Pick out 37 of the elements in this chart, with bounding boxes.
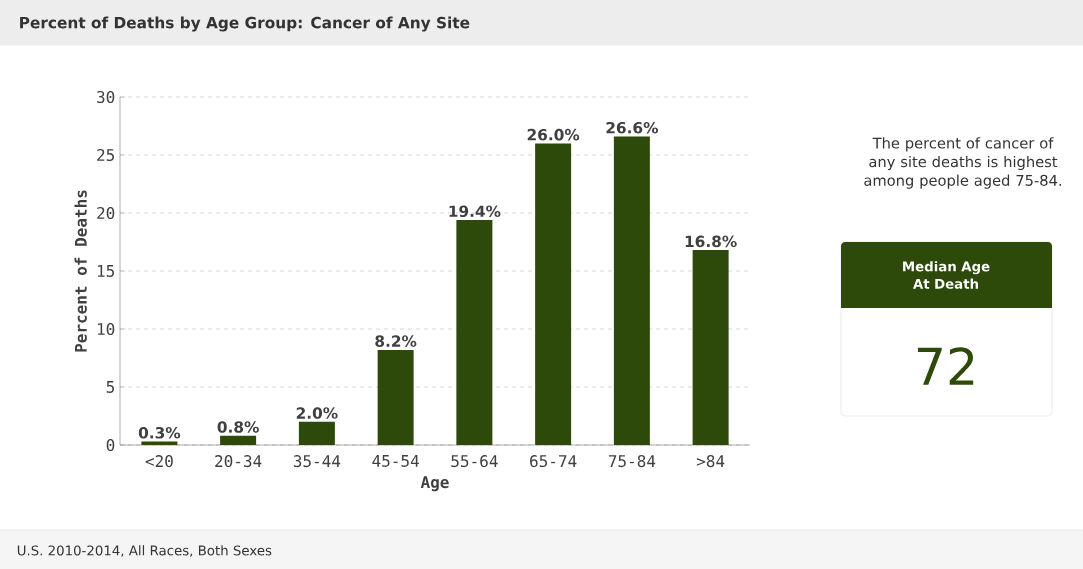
- data-label: 19.4%: [449, 205, 501, 218]
- data-label: 0.3%: [138, 426, 181, 439]
- text: U.S. 2010-2014, All Races, Both Sexes: [17, 545, 272, 557]
- data-label: 26.6%: [606, 121, 658, 134]
- x-tick-label: 35-44: [293, 455, 341, 468]
- bar: [377, 349, 414, 445]
- y-tick-label: 30: [97, 90, 115, 104]
- data-label: 16.8%: [685, 235, 737, 248]
- text: Median Age At Death: [903, 261, 990, 289]
- x-tick-label: 65-74: [530, 455, 577, 468]
- bar: [456, 219, 493, 445]
- text: 72: [917, 347, 974, 385]
- y-tick-label: 0: [106, 438, 115, 452]
- x-tick-label: 20-34: [215, 455, 262, 468]
- text: The percent of cancer of any site deaths is highest among people aged 75-84.: [864, 137, 1061, 189]
- data-label: 0.8%: [217, 421, 259, 433]
- x-tick-label: 45-54: [372, 455, 419, 467]
- x-axis-title: Age: [420, 476, 449, 492]
- y-axis-title: Percent of Deaths: [74, 190, 87, 352]
- data-label: 2.0%: [296, 407, 338, 419]
- x-tick-label: 75-84: [608, 455, 656, 468]
- bar: [613, 136, 650, 445]
- y-tick-label: 10: [97, 322, 115, 336]
- x-tick-label: <20: [145, 455, 173, 468]
- y-tick-label: 15: [97, 265, 114, 277]
- x-tick-label: 55-64: [451, 455, 498, 468]
- bar: [535, 143, 572, 445]
- y-tick-label: 5: [106, 381, 114, 393]
- data-label: 26.0%: [527, 128, 580, 141]
- data-label: 8.2%: [375, 335, 417, 347]
- y-tick-label: 25: [97, 148, 114, 162]
- bar: [692, 250, 729, 445]
- bar: [220, 435, 257, 445]
- chart-title: Percent of Deaths by Age Group: Cancer of Any Site: [20, 16, 470, 32]
- bar: [298, 421, 335, 445]
- y-tick-label: 20: [97, 206, 115, 220]
- x-tick-label: >84: [696, 455, 725, 468]
